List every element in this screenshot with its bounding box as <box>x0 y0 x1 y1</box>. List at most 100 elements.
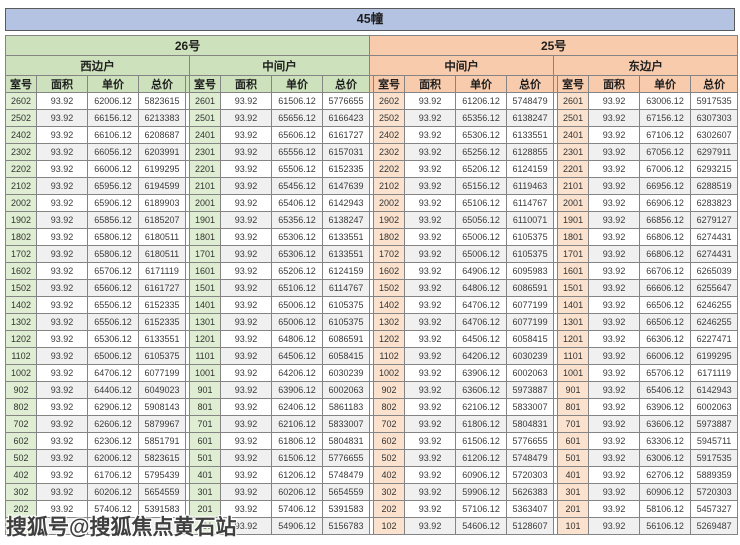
unit-price-cell: 63306.12 <box>639 432 692 450</box>
area-cell: 93.92 <box>36 432 88 450</box>
total-price-cell: 5748479 <box>506 449 555 467</box>
total-price-cell: 5973887 <box>690 415 739 433</box>
area-cell: 93.92 <box>220 211 272 229</box>
room-cell: 2101 <box>189 177 221 195</box>
watermark: 搜狐号@搜狐焦点黄石站 <box>6 516 237 539</box>
position-header-east: 东边户 <box>553 55 739 76</box>
room-cell: 702 <box>5 415 37 433</box>
room-cell: 2301 <box>189 143 221 161</box>
room-cell: 1502 <box>5 279 37 297</box>
unit-price-cell: 64206.12 <box>271 364 323 382</box>
room-cell: 1501 <box>557 279 590 297</box>
total-price-cell: 743 <box>138 517 186 535</box>
area-cell: 93.92 <box>404 347 457 365</box>
unit-price-cell: 65356.12 <box>455 109 508 127</box>
table-row: 1602 93.92 65706.12 6171119 1601 93.92 65206.1… <box>5 262 739 280</box>
unit-price-cell: 65606.12 <box>271 126 323 144</box>
room-cell: 1601 <box>189 262 221 280</box>
unit-price-cell: 61206.12 <box>455 92 508 110</box>
area-cell: 93.92 <box>36 500 88 518</box>
unit-price-cell: 67106.12 <box>639 126 692 144</box>
room-cell: 1802 <box>373 228 406 246</box>
area-cell: 93.92 <box>404 449 457 467</box>
room-cell: 2501 <box>189 109 221 127</box>
table-row: 1502 93.92 65606.12 6161727 1501 93.92 65106.1… <box>5 279 739 297</box>
total-price-cell: 6161727 <box>321 126 371 144</box>
unit-price-cell: 64406.12 <box>87 381 139 399</box>
unit-price-cell: 61206.12 <box>455 449 508 467</box>
unit-price-cell: 57106.12 <box>455 500 508 518</box>
total-price-cell: 6293215 <box>690 160 739 178</box>
total-price-cell: 6142943 <box>690 381 739 399</box>
room-cell: 1702 <box>373 245 406 263</box>
area-cell: 93.92 <box>588 160 641 178</box>
room-cell: 1302 <box>373 313 406 331</box>
room-cell: 1801 <box>189 228 221 246</box>
area-cell: 93.92 <box>588 313 641 331</box>
total-price-cell: 6297911 <box>690 143 739 161</box>
table-row: 402 93.92 61706.12 5795439 401 93.92 61206.12 5… <box>5 466 739 484</box>
room-cell: 1301 <box>557 313 590 331</box>
unit-price-cell: 66006.12 <box>87 160 139 178</box>
area-cell: 93.92 <box>404 364 457 382</box>
table-row: 1302 93.92 65506.12 6152335 1301 93.92 65006.1… <box>5 313 739 331</box>
area-cell: 93.92 <box>220 194 272 212</box>
unit-price-cell: 65306.12 <box>271 228 323 246</box>
col-header-area: 面积 <box>36 75 88 93</box>
room-cell: 2201 <box>557 160 590 178</box>
total-price-cell: 6199295 <box>690 347 739 365</box>
unit-price-cell: 65156.12 <box>455 177 508 195</box>
room-cell: 1501 <box>189 279 221 297</box>
table-row: 2002 93.92 65906.12 6189903 2001 93.92 65406.1… <box>5 194 739 212</box>
table-row: 1702 93.92 65806.12 6180511 1701 93.92 65306.1… <box>5 245 739 263</box>
table-row: 1902 93.92 65856.12 6185207 1901 93.92 65356.1… <box>5 211 739 229</box>
total-price-cell: 5917535 <box>690 449 739 467</box>
room-cell: 402 <box>373 466 406 484</box>
area-cell: 93.92 <box>588 126 641 144</box>
total-price-cell: 5879967 <box>138 415 186 433</box>
room-cell: 2601 <box>189 92 221 110</box>
area-cell: 93.92 <box>36 364 88 382</box>
room-cell: 1002 <box>5 364 37 382</box>
unit-price-cell: 65656.12 <box>271 109 323 127</box>
area-cell: 93.92 <box>36 296 88 314</box>
area-cell: 93.92 <box>36 415 88 433</box>
total-price-cell: 6166423 <box>321 109 371 127</box>
table-row: 1802 93.92 65806.12 6180511 1801 93.92 65306.1… <box>5 228 739 246</box>
unit-price-cell: 65006.12 <box>271 313 323 331</box>
area-cell <box>36 517 88 535</box>
area-cell: 93.92 <box>220 415 272 433</box>
area-cell: 93.92 <box>220 517 272 535</box>
unit-price-cell: 61506.12 <box>271 449 323 467</box>
room-cell: 2201 <box>189 160 221 178</box>
total-price-cell: 6058415 <box>321 347 371 365</box>
total-price-cell: 6185207 <box>138 211 186 229</box>
table-row: 202 93.92 57406.12 5391583 201 93.92 57406.12 5… <box>5 500 739 518</box>
area-cell: 93.92 <box>220 398 272 416</box>
room-cell: 1901 <box>189 211 221 229</box>
room-cell: 502 <box>5 449 37 467</box>
area-cell: 93.92 <box>404 398 457 416</box>
total-price-cell: 6246255 <box>690 296 739 314</box>
unit-price-cell: 65456.12 <box>271 177 323 195</box>
area-cell: 93.92 <box>404 517 457 535</box>
unit-price-cell: 62106.12 <box>271 415 323 433</box>
table-row: 2402 93.92 66106.12 6208687 2401 93.92 65606.1… <box>5 126 739 144</box>
total-price-cell: 6189903 <box>138 194 186 212</box>
total-price-cell: 5833007 <box>321 415 371 433</box>
area-cell: 93.92 <box>404 109 457 127</box>
total-price-cell: 6274431 <box>690 245 739 263</box>
unit-price-cell: 65006.12 <box>271 296 323 314</box>
unit-price-cell: 64806.12 <box>271 330 323 348</box>
total-price-cell: 6152335 <box>138 313 186 331</box>
unit-price-cell: 63906.12 <box>639 398 692 416</box>
table-row: 802 93.92 62906.12 5908143 801 93.92 62406.12 5… <box>5 398 739 416</box>
unit-price-cell: 65506.12 <box>87 313 139 331</box>
table-row: 1102 93.92 65006.12 6105375 1101 93.92 64506.1… <box>5 347 739 365</box>
area-cell: 93.92 <box>588 279 641 297</box>
area-cell: 93.92 <box>220 500 272 518</box>
total-price-cell: 6138247 <box>321 211 371 229</box>
total-price-cell: 6002063 <box>321 381 371 399</box>
area-cell: 93.92 <box>588 432 641 450</box>
